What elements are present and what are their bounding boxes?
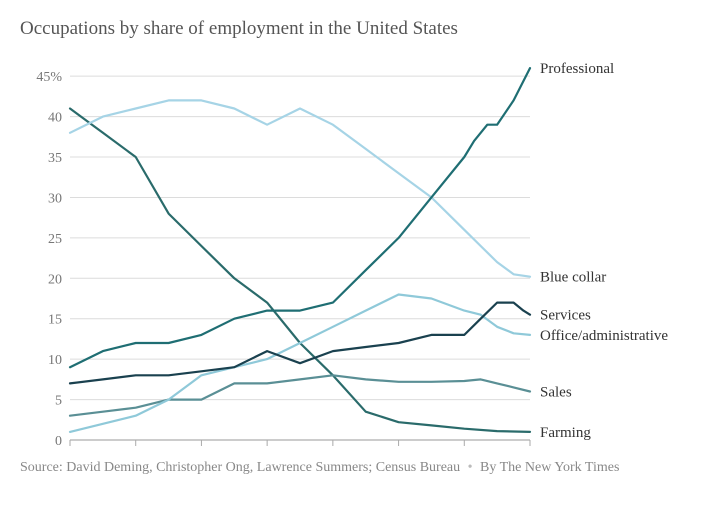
source-byline: By The New York Times [480,460,619,475]
y-tick-label: 15 [48,313,62,328]
line-chart-svg: 051015202530354045%188019001920194019601… [20,50,700,450]
y-tick-label: 45% [36,70,62,85]
series-label-services: Services [540,308,591,324]
y-tick-label: 40 [48,111,62,126]
series-blue-collar [70,100,530,276]
series-label-farming: Farming [540,425,591,441]
y-tick-label: 35 [48,151,62,166]
series-sales [70,375,530,415]
chart-title: Occupations by share of employment in th… [20,18,700,40]
source-main: David Deming, Christopher Ong, Lawrence … [66,460,460,475]
y-tick-label: 10 [48,353,62,368]
separator-dot: • [464,460,477,475]
series-label-sales: Sales [540,384,572,400]
y-tick-label: 25 [48,232,62,247]
y-tick-label: 30 [48,191,62,206]
series-label-professional: Professional [540,61,614,77]
source-line: Source: David Deming, Christopher Ong, L… [20,458,700,478]
source-prefix: Source: [20,460,66,475]
y-tick-label: 20 [48,272,62,287]
figure-container: Occupations by share of employment in th… [0,0,720,512]
y-tick-label: 5 [55,394,62,409]
series-professional [70,68,530,367]
y-tick-label: 0 [55,434,62,449]
chart-area: 051015202530354045%188019001920194019601… [20,50,700,450]
series-label-office-administrative: Office/administrative [540,328,668,344]
series-label-blue-collar: Blue collar [540,270,606,286]
